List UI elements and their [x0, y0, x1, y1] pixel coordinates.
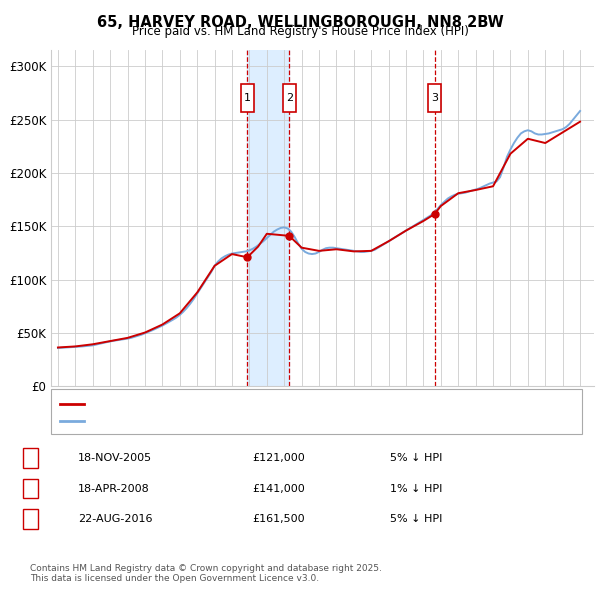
Bar — [247, 50, 289, 386]
Text: HPI: Average price, semi-detached house, North Northamptonshire: HPI: Average price, semi-detached house,… — [90, 417, 424, 426]
Text: 2: 2 — [286, 93, 293, 103]
Text: 3: 3 — [431, 93, 438, 103]
Text: 18-APR-2008: 18-APR-2008 — [78, 484, 150, 493]
Text: 5% ↓ HPI: 5% ↓ HPI — [390, 514, 442, 524]
Bar — [241, 84, 254, 112]
Text: £121,000: £121,000 — [252, 453, 305, 463]
Bar — [428, 84, 441, 112]
Text: 1% ↓ HPI: 1% ↓ HPI — [390, 484, 442, 493]
Text: £161,500: £161,500 — [252, 514, 305, 524]
Text: 65, HARVEY ROAD, WELLINGBOROUGH, NN8 2BW: 65, HARVEY ROAD, WELLINGBOROUGH, NN8 2BW — [97, 15, 503, 30]
Text: 5% ↓ HPI: 5% ↓ HPI — [390, 453, 442, 463]
Text: 18-NOV-2005: 18-NOV-2005 — [78, 453, 152, 463]
Text: 2: 2 — [26, 484, 34, 493]
Text: Contains HM Land Registry data © Crown copyright and database right 2025.
This d: Contains HM Land Registry data © Crown c… — [30, 563, 382, 583]
Text: 1: 1 — [26, 453, 34, 463]
Text: 1: 1 — [244, 93, 251, 103]
Bar — [283, 84, 296, 112]
Text: Price paid vs. HM Land Registry's House Price Index (HPI): Price paid vs. HM Land Registry's House … — [131, 25, 469, 38]
Text: 65, HARVEY ROAD, WELLINGBOROUGH, NN8 2BW (semi-detached house): 65, HARVEY ROAD, WELLINGBOROUGH, NN8 2BW… — [90, 399, 456, 408]
Text: 22-AUG-2016: 22-AUG-2016 — [78, 514, 152, 524]
Text: £141,000: £141,000 — [252, 484, 305, 493]
Text: 3: 3 — [26, 514, 34, 524]
